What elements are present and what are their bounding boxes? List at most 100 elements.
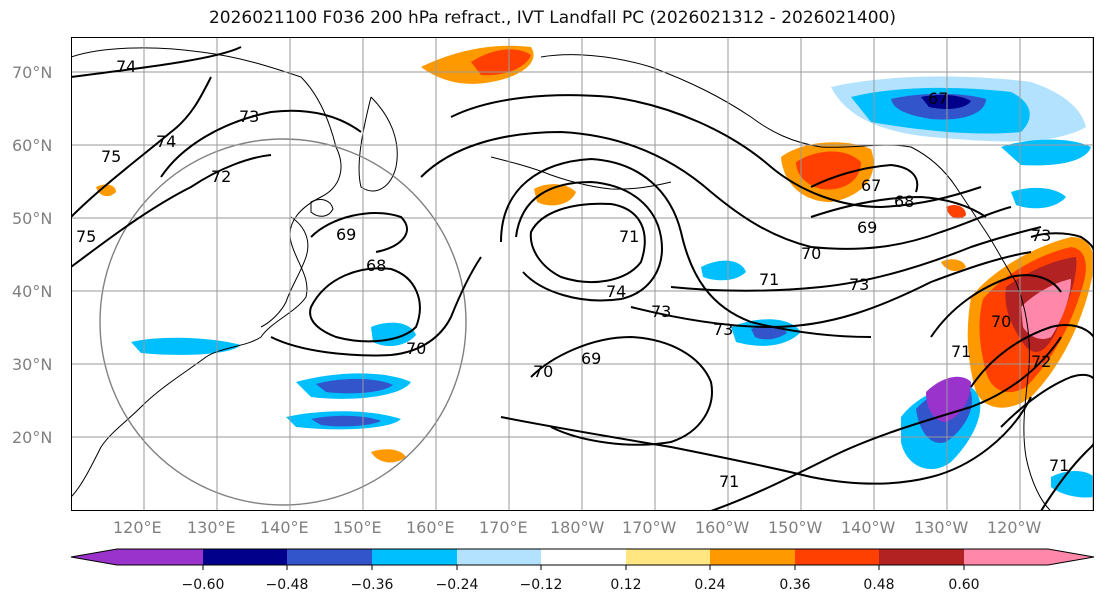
contour-label: 71 — [759, 270, 779, 289]
shade-alaska-red — [796, 151, 861, 190]
shade-wp-blue-1 — [131, 337, 241, 355]
lon-label: 170°E — [479, 518, 528, 537]
colorbar-tick-label: 0.48 — [863, 577, 894, 593]
contour-line — [1030, 232, 1094, 253]
contour-label: 75 — [76, 227, 96, 246]
contour-label: 69 — [336, 225, 356, 244]
shade-wp-blue-2b — [316, 378, 393, 394]
contour-label: 68 — [894, 192, 914, 211]
lon-label: 180°W — [550, 518, 605, 537]
contour-line — [71, 46, 242, 78]
lon-label: 130°E — [187, 518, 236, 537]
contour-line — [71, 154, 272, 268]
contour-line — [630, 251, 1032, 329]
colorbar-segment — [457, 549, 541, 565]
colorbar-segment — [372, 549, 457, 565]
lon-label: 120°E — [113, 518, 162, 537]
contour-label: 70 — [406, 339, 426, 358]
map-border — [71, 37, 1094, 511]
shade-bering-red — [471, 49, 531, 76]
colorbar-segment — [71, 549, 117, 565]
contour-label: 74 — [156, 132, 176, 151]
coast-hokkaido — [310, 199, 334, 217]
colorbar-tick-label: −0.48 — [266, 577, 309, 593]
colorbar-outline — [70, 548, 1095, 566]
shade-mid-blue-1 — [701, 260, 746, 281]
shaded-regions — [96, 45, 1094, 498]
lat-label: 20°N — [12, 428, 52, 447]
contour-label: 67 — [928, 89, 948, 108]
coast-northamerica — [1015, 281, 1052, 511]
colorbar-segment — [541, 549, 626, 565]
contour-label: 68 — [366, 256, 386, 275]
contour-line — [270, 256, 482, 357]
contour-label: 74 — [606, 282, 626, 301]
contour-line — [529, 202, 646, 283]
colorbar-tick-label: −0.12 — [520, 577, 563, 593]
colorbar-tick-label: 0.36 — [779, 577, 810, 593]
coast-japan — [260, 216, 309, 328]
lon-label: 150°W — [768, 518, 823, 537]
contour-line — [970, 324, 1094, 388]
lat-label: 70°N — [12, 63, 52, 82]
contour-label: 70 — [801, 244, 821, 263]
contour-label: 70 — [533, 362, 553, 381]
contour-label: 71 — [619, 227, 639, 246]
lon-label: 160°W — [695, 518, 750, 537]
shade-west-orange-2 — [371, 449, 406, 463]
figure-title: 2026021100 F036 200 hPa refract., IVT La… — [208, 8, 896, 28]
contour-label-group: 74 73 74 75 72 75 69 68 70 69 70 71 73 7… — [76, 57, 1069, 491]
colorbar-segment — [203, 549, 287, 565]
contour-label: 73 — [651, 302, 671, 321]
contour-line — [420, 130, 1012, 250]
colorbar: −0.60 −0.48 −0.36 −0.24 −0.12 0.12 0.24 … — [70, 548, 1095, 593]
contour-line — [500, 396, 1032, 485]
map-panel: 74 73 74 75 72 75 69 68 70 69 70 71 73 7… — [71, 37, 1094, 511]
contour-line — [310, 212, 408, 253]
range-circle — [99, 138, 467, 506]
shade-170e-orange — [534, 184, 576, 206]
colorbar-tick-label: −0.36 — [351, 577, 394, 593]
coastlines — [71, 47, 1052, 511]
contour-label: 71 — [951, 342, 971, 361]
colorbar-tick-label: −0.24 — [436, 577, 479, 593]
contour-line — [450, 94, 982, 209]
contour-line — [1000, 373, 1094, 428]
coast-alaska — [540, 54, 1017, 283]
contour-label: 72 — [1031, 352, 1051, 371]
lon-label: 170°W — [622, 518, 677, 537]
contour-line — [810, 163, 919, 193]
refractivity-contours — [71, 46, 1094, 511]
colorbar-tick-label: 0.12 — [610, 577, 641, 593]
shade-canada-blue-2 — [1011, 187, 1066, 209]
shade-west-orange-1 — [96, 184, 116, 197]
contour-label: 69 — [581, 349, 601, 368]
lon-label: 140°W — [841, 518, 896, 537]
contour-line — [500, 157, 872, 338]
contour-line — [810, 195, 987, 218]
contour-line — [71, 76, 212, 218]
contour-label: 73 — [713, 320, 733, 339]
contour-line — [160, 109, 362, 178]
shade-ar-pink — [1021, 279, 1071, 339]
colorbar-segment — [879, 549, 964, 565]
contour-label: 71 — [719, 472, 739, 491]
contour-label: 71 — [1049, 456, 1069, 475]
lat-label: 60°N — [12, 136, 52, 155]
lat-label: 30°N — [12, 355, 52, 374]
contour-label: 70 — [991, 312, 1011, 331]
contour-line — [530, 335, 713, 446]
contour-label: 75 — [101, 147, 121, 166]
coast-aleutians — [490, 156, 672, 190]
colorbar-segment — [964, 549, 1048, 565]
contour-label: 74 — [116, 57, 136, 76]
contour-line — [515, 180, 663, 302]
lon-label: 130°W — [914, 518, 969, 537]
colorbar-segment — [626, 549, 710, 565]
contour-line — [309, 267, 421, 343]
colorbar-segment — [117, 549, 203, 565]
lat-label: 40°N — [12, 282, 52, 301]
colorbar-tick-label: −0.60 — [182, 577, 225, 593]
